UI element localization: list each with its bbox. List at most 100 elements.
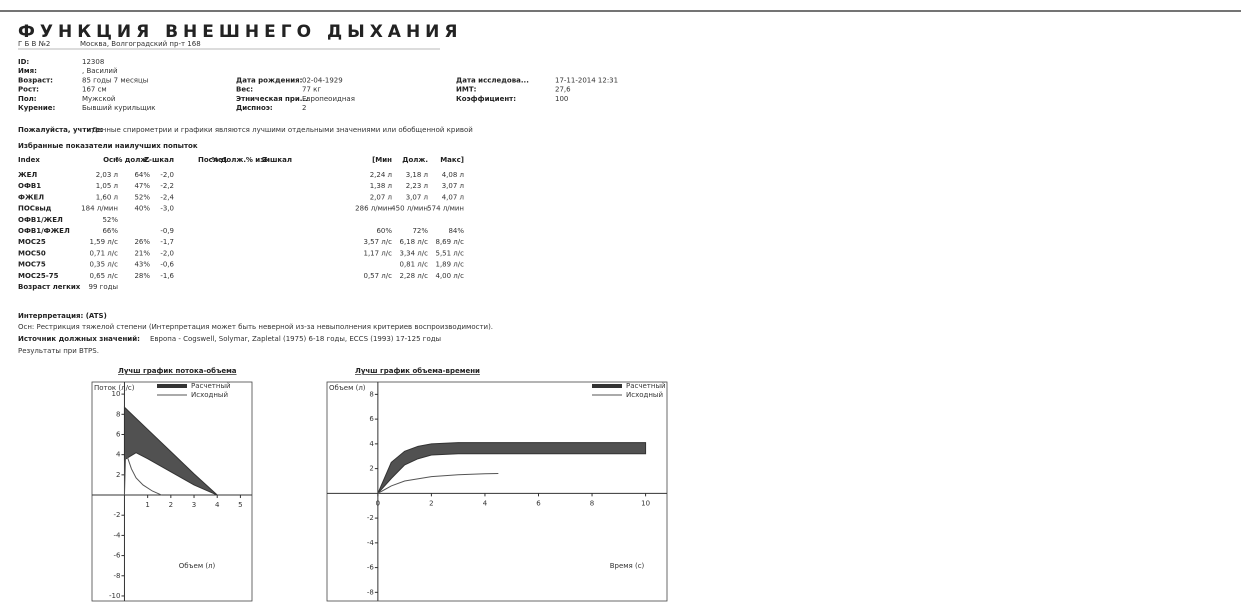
table-cell: 47%: [134, 182, 150, 190]
chart-title: Лучш график объема-времени: [355, 367, 480, 375]
notice-label: Пожалуйста, учтите:: [18, 126, 103, 134]
y-tick-label: -8: [113, 572, 120, 580]
legend-label: Расчетный: [191, 382, 231, 390]
y-axis-label: Объем (л): [329, 384, 366, 392]
field-label: Коэффициент:: [456, 95, 516, 103]
table-cell: 286 л/мин: [355, 205, 392, 213]
table-cell: 21%: [134, 249, 150, 257]
table-cell: 3,07 л: [406, 193, 428, 201]
field-label: Диспноэ:: [236, 104, 273, 112]
table-cell: 43%: [134, 261, 150, 269]
x-axis-label: Объем (л): [179, 562, 216, 570]
y-tick-label: -4: [113, 531, 121, 539]
field-label: Имя:: [18, 67, 37, 75]
table-cell: 2,24 л: [370, 171, 392, 179]
table-cell: -2,4: [160, 193, 174, 201]
table-cell: 64%: [134, 171, 150, 179]
y-tick-label: 6: [116, 430, 121, 438]
table-cell: 60%: [376, 227, 392, 235]
y-axis-label: Поток (л/с): [94, 384, 135, 392]
legend-label: Расчетный: [626, 382, 666, 390]
row-label: МОС50: [18, 249, 46, 257]
table-cell: 5,51 л/с: [436, 249, 465, 257]
table-cell: -0,6: [160, 261, 174, 269]
plot-frame: [91, 381, 253, 602]
table-cell: 0,81 л/с: [400, 261, 429, 269]
x-tick-label: 5: [238, 501, 242, 509]
table-cell: 574 л/мин: [427, 205, 464, 213]
table-cell: 2,07 л: [370, 193, 392, 201]
table-header: Index: [18, 156, 40, 164]
row-label: МОС75: [18, 261, 46, 269]
table-cell: 2,03 л: [96, 171, 118, 179]
table-cell: 66%: [102, 227, 118, 235]
table-cell: -3,0: [160, 205, 174, 213]
table-title: Избранные показатели наилучших попыток: [18, 142, 198, 150]
y-tick-label: -4: [367, 539, 375, 547]
table-cell: 52%: [102, 216, 118, 224]
row-label: Возраст легких: [18, 283, 81, 291]
table-cell: -1,7: [160, 238, 174, 246]
table-cell: 2,28 л/с: [400, 272, 429, 280]
legend-label: Исходный: [191, 391, 228, 399]
field-label: Дата рождения:: [236, 76, 303, 84]
table-cell: -2,2: [160, 182, 174, 190]
x-tick-label: 2: [169, 501, 173, 509]
field-value: 2: [302, 104, 306, 112]
table-cell: -2,0: [160, 171, 174, 179]
table-cell: 1,89 л/с: [436, 261, 465, 269]
x-tick-label: 8: [590, 499, 594, 507]
row-label: ЖЕЛ: [18, 171, 37, 179]
field-value: Европеоидная: [302, 95, 355, 103]
field-label: Пол:: [18, 95, 37, 103]
table-header: Z-шкал: [262, 156, 292, 164]
interp-title: Интерпретация: (ATS): [18, 312, 107, 320]
table-cell: 4,08 л: [442, 171, 464, 179]
y-tick-label: -2: [367, 514, 374, 522]
row-label: ПОСвыд: [18, 205, 52, 213]
title: ФУНКЦИЯ ВНЕШНЕГО ДЫХАНИЯ: [18, 22, 463, 42]
table-cell: 4,00 л/с: [436, 272, 465, 280]
table-header: После1: [198, 156, 228, 164]
y-tick-label: 4: [116, 451, 121, 459]
table-cell: 3,34 л/с: [400, 249, 429, 257]
field-label: Курение:: [18, 104, 56, 112]
table-cell: 28%: [134, 272, 150, 280]
table-cell: 52%: [134, 193, 150, 201]
table-cell: 0,35 л/с: [90, 261, 119, 269]
y-tick-label: 6: [369, 415, 374, 423]
field-value: , Василий: [82, 67, 118, 75]
table-cell: 6,18 л/с: [400, 238, 429, 246]
table-cell: 99 годы: [89, 283, 118, 291]
y-tick-label: -10: [109, 592, 120, 600]
table-cell: -1,6: [160, 272, 174, 280]
y-tick-label: -2: [113, 511, 120, 519]
table-cell: 184 л/мин: [81, 205, 118, 213]
table-cell: 1,05 л: [96, 182, 118, 190]
y-tick-label: 8: [369, 390, 373, 398]
field-label: Рост:: [18, 86, 39, 94]
field-label: Вес:: [236, 86, 253, 94]
plot-frame: [326, 381, 668, 602]
table-cell: 1,59 л/с: [90, 238, 119, 246]
x-axis-label: Время (с): [610, 562, 645, 570]
field-value: 85 годы 7 месяцы: [82, 76, 148, 84]
table-cell: 26%: [134, 238, 150, 246]
table-cell: 4,07 л: [442, 193, 464, 201]
table-cell: 2,23 л: [406, 182, 428, 190]
x-tick-label: 0: [376, 499, 380, 507]
field-value: 100: [555, 95, 568, 103]
table-cell: -0,9: [160, 227, 174, 235]
x-tick-label: 4: [483, 499, 488, 507]
predicted-band: [377, 442, 647, 494]
table-cell: 1,38 л: [370, 182, 392, 190]
table-cell: 1,60 л: [96, 193, 118, 201]
row-label: ФЖЕЛ: [18, 193, 44, 201]
field-value: 02-04-1929: [302, 76, 343, 84]
y-tick-label: 2: [116, 471, 120, 479]
y-tick-label: 10: [112, 390, 121, 398]
table-cell: 72%: [412, 227, 428, 235]
source-label: Источник должных значений:: [18, 335, 140, 343]
field-value: Бывший курильщик: [82, 104, 156, 112]
